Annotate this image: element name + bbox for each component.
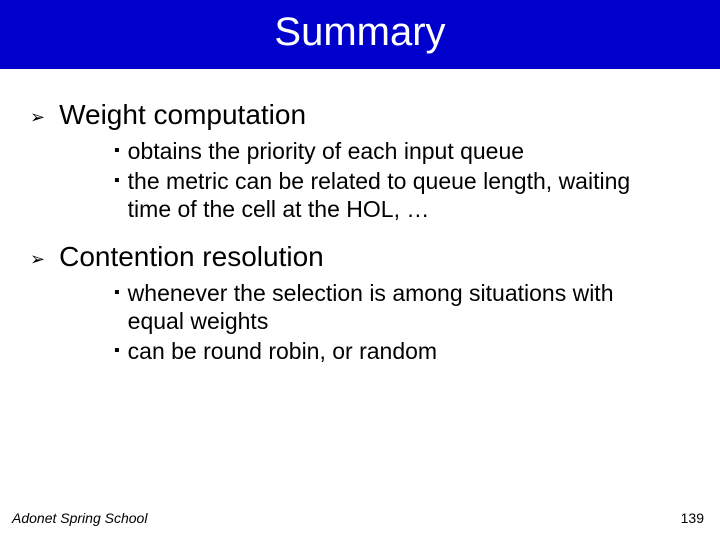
list-item: ▪ the metric can be related to queue len… — [114, 167, 700, 223]
square-bullet-icon: ▪ — [114, 142, 120, 160]
arrow-bullet-icon: ➢ — [30, 107, 45, 128]
sub-list: ▪ obtains the priority of each input que… — [114, 137, 700, 223]
top-item-label: Contention resolution — [59, 241, 324, 273]
title-bar: Summary — [0, 0, 720, 69]
arrow-bullet-icon: ➢ — [30, 249, 45, 270]
sub-item-text: whenever the selection is among situatio… — [128, 279, 668, 335]
list-item: ➢ Weight computation — [30, 99, 700, 131]
square-bullet-icon: ▪ — [114, 172, 120, 190]
sub-item-text: the metric can be related to queue lengt… — [128, 167, 668, 223]
sub-list: ▪ whenever the selection is among situat… — [114, 279, 700, 365]
list-item: ➢ Contention resolution — [30, 241, 700, 273]
list-item: ▪ obtains the priority of each input que… — [114, 137, 700, 165]
footer-source: Adonet Spring School — [12, 510, 147, 526]
top-item-label: Weight computation — [59, 99, 306, 131]
slide-number: 139 — [681, 510, 704, 526]
square-bullet-icon: ▪ — [114, 284, 120, 302]
list-item: ▪ can be round robin, or random — [114, 337, 700, 365]
square-bullet-icon: ▪ — [114, 342, 120, 360]
slide-title: Summary — [0, 10, 720, 55]
sub-item-text: obtains the priority of each input queue — [128, 137, 524, 165]
slide-content: ➢ Weight computation ▪ obtains the prior… — [0, 69, 720, 365]
list-item: ▪ whenever the selection is among situat… — [114, 279, 700, 335]
sub-item-text: can be round robin, or random — [128, 337, 437, 365]
